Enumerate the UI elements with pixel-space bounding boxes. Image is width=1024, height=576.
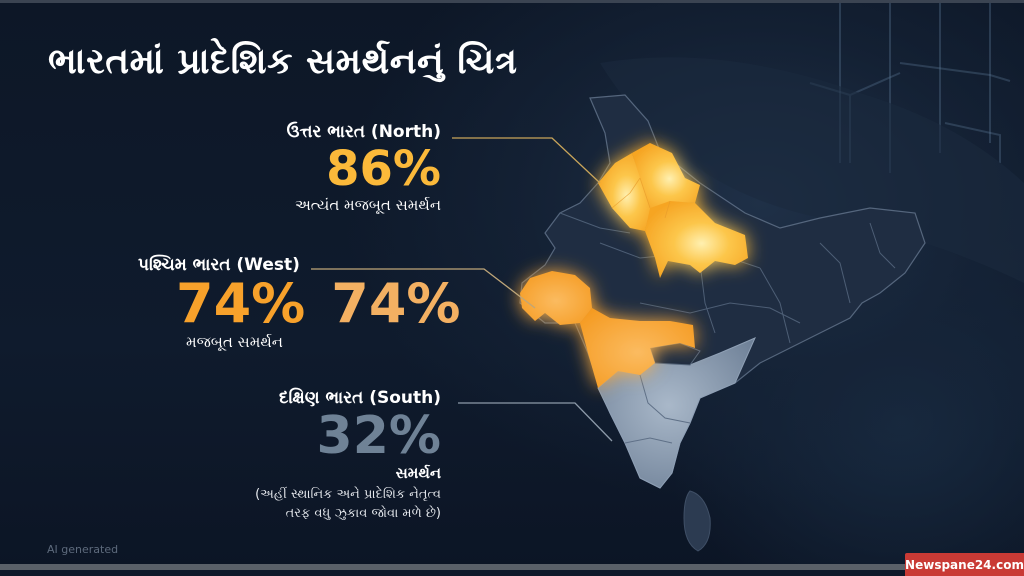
west-description: મજબૂત સમર્થન	[186, 333, 283, 351]
map-region-west	[520, 271, 695, 388]
leader-line-north	[452, 137, 601, 184]
page-title: ભારતમાં પ્રાદેશિક સમર્થનનું ચિત્ર	[48, 41, 518, 82]
south-note-line-1: (અહીં સ્થાનિક અને પ્રાદેશિક નેતૃત્વ	[255, 487, 441, 502]
top-border	[0, 0, 1024, 3]
south-description: સમર્થન	[395, 464, 441, 482]
west-percentage-duplicate: 74%	[331, 272, 461, 335]
map-region-south	[597, 337, 756, 489]
state-borders	[559, 212, 896, 344]
south-percentage: 32%	[316, 406, 441, 466]
ai-generated-label: AI generated	[47, 543, 119, 556]
west-region-label: પશ્ચિમ ભારત (West)	[138, 255, 300, 275]
north-percentage: 86%	[326, 141, 441, 197]
sri-lanka	[683, 490, 711, 552]
source-badge[interactable]: Newspane24.com	[905, 553, 1024, 576]
south-note-line-2: તરફ વધુ ઝુકાવ જોવા મળે છે)	[285, 505, 441, 521]
north-description: અત્યંત મજબૂત સમર્થન	[294, 196, 441, 214]
leader-line-south	[458, 402, 613, 442]
south-region-label: દક્ષિણ ભારત (South)	[279, 388, 441, 408]
map-region-north	[598, 143, 748, 278]
west-stat-block: પશ્ચિમ ભારત (West) 74% 74% મજબૂત સમર્થન	[130, 255, 461, 351]
infographic-canvas: ભારતમાં પ્રાદેશિક સમર્થનનું ચિત્ર ઉત્તર …	[0, 3, 1024, 570]
north-region-label: ઉત્તર ભારત (North)	[286, 122, 441, 142]
leader-lines	[452, 137, 601, 184]
north-stat-block: ઉત્તર ભારત (North) 86% અત્યંત મજબૂત સમર્…	[287, 122, 441, 214]
west-percentage: 74%	[176, 272, 306, 335]
bottom-border	[0, 564, 1024, 570]
india-map	[311, 3, 1024, 552]
south-stat-block: દક્ષિણ ભારત (South) 32% સમર્થન (અહીં સ્થ…	[255, 388, 441, 524]
telangana-unshaded	[649, 342, 701, 366]
leader-line-west	[311, 268, 536, 309]
